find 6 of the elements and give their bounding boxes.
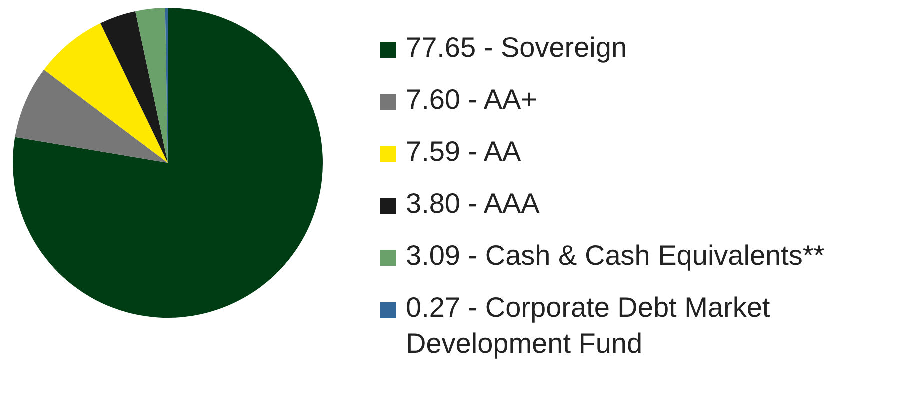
legend-label: 7.59 - AA xyxy=(406,135,522,169)
legend-label: 7.60 - AA+ xyxy=(406,83,538,117)
legend-label: 0.27 - Corporate Debt Market Development Fund xyxy=(406,291,772,361)
legend-label: 3.80 - AAA xyxy=(406,187,540,221)
legend-label: 3.09 - Cash & Cash Equivalents** xyxy=(406,239,825,273)
legend-label: 77.65 - Sovereign xyxy=(406,31,628,65)
